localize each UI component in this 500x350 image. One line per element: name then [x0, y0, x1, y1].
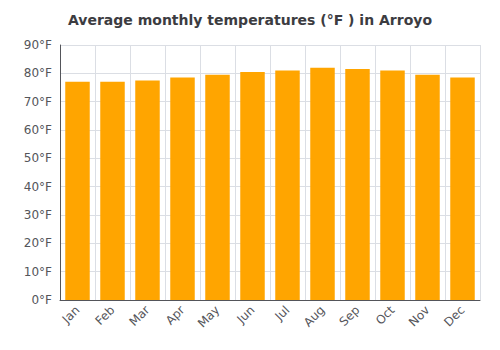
svg-text:Jun: Jun: [234, 303, 258, 327]
svg-text:60°F: 60°F: [24, 123, 52, 137]
svg-text:0°F: 0°F: [31, 293, 52, 307]
svg-text:20°F: 20°F: [24, 236, 52, 250]
svg-text:50°F: 50°F: [24, 151, 52, 165]
svg-text:May: May: [195, 303, 222, 330]
svg-text:Nov: Nov: [406, 303, 432, 329]
svg-text:80°F: 80°F: [24, 66, 52, 80]
svg-text:Average monthly temperatures (: Average monthly temperatures (°F ) in Ar…: [68, 12, 432, 28]
svg-text:30°F: 30°F: [24, 208, 52, 222]
svg-text:70°F: 70°F: [24, 95, 52, 109]
svg-text:Jan: Jan: [59, 303, 83, 327]
svg-text:Sep: Sep: [337, 303, 363, 329]
svg-text:Oct: Oct: [373, 303, 398, 328]
svg-text:Dec: Dec: [441, 303, 467, 329]
svg-text:Apr: Apr: [163, 303, 188, 328]
svg-text:Mar: Mar: [127, 303, 153, 329]
svg-text:Jul: Jul: [272, 303, 293, 324]
svg-text:10°F: 10°F: [24, 265, 52, 279]
svg-text:Feb: Feb: [93, 303, 118, 328]
svg-text:Aug: Aug: [301, 303, 327, 329]
svg-text:90°F: 90°F: [24, 38, 52, 52]
svg-text:40°F: 40°F: [24, 180, 52, 194]
